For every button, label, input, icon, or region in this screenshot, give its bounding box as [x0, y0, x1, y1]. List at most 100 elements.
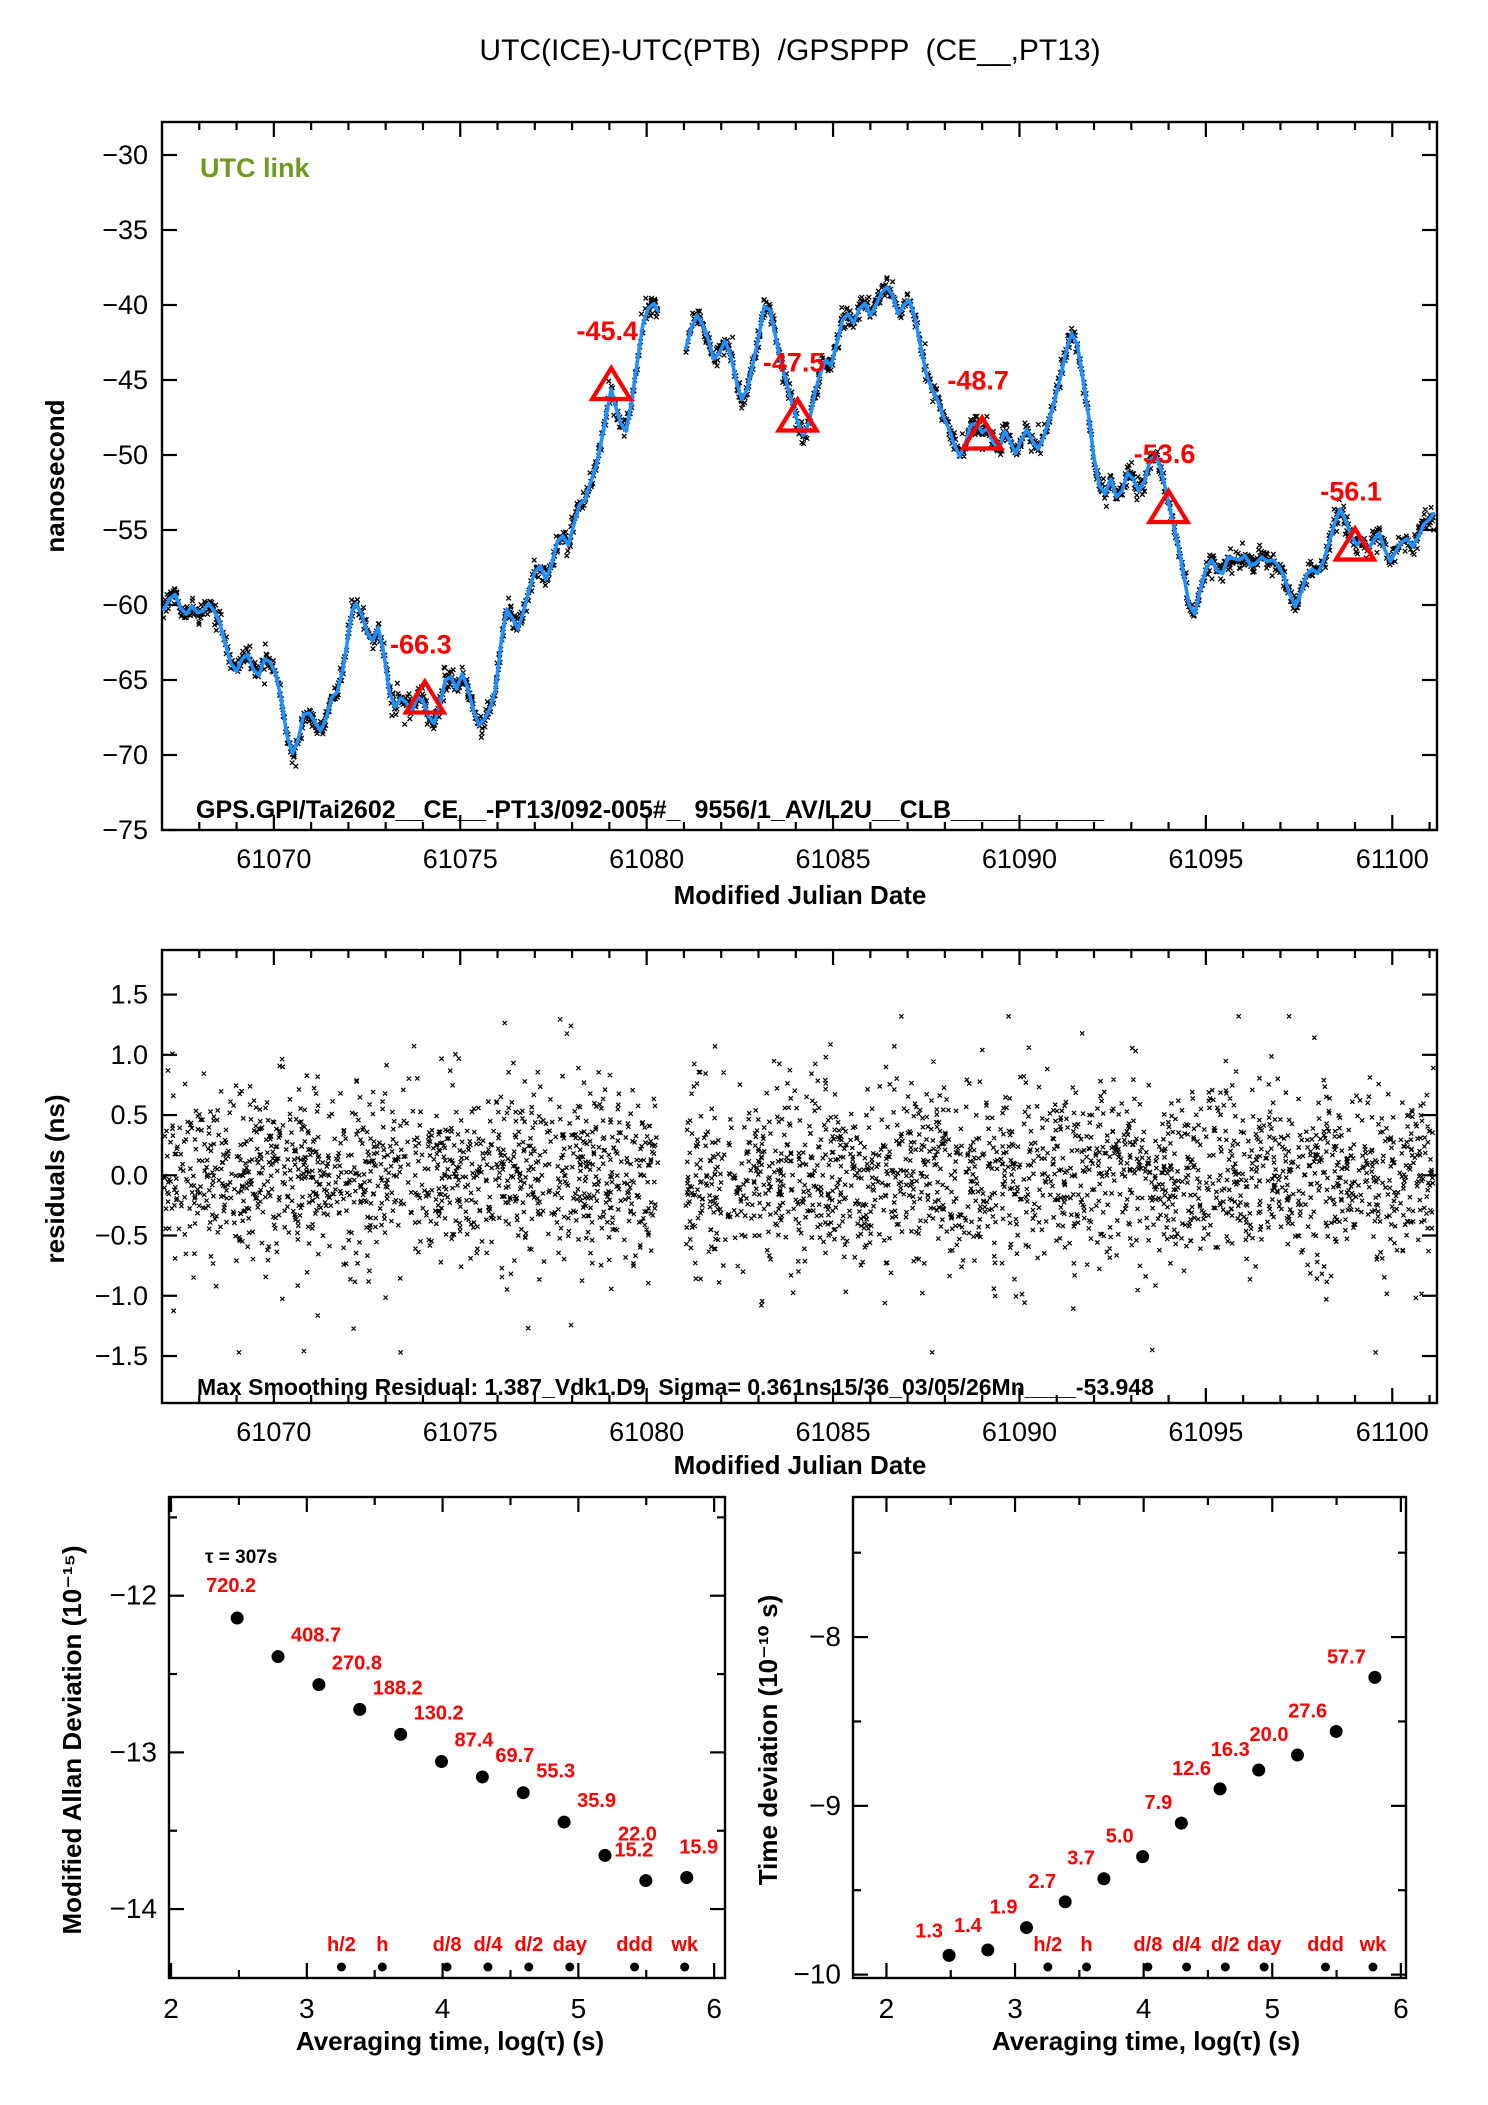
triangle-marker-label: -47.5 — [763, 348, 825, 378]
mdev-point — [598, 1848, 612, 1862]
tdev-point-label: 7.9 — [1145, 1792, 1173, 1814]
mdev-point — [475, 1770, 489, 1784]
top-panel: 61070 61075 61080 61085 61090 61095 61100 −30 −3… — [102, 120, 1439, 874]
mdev-point-label: 188.2 — [373, 1677, 423, 1699]
mdev-point — [353, 1702, 367, 1716]
x-tick-label: 3 — [299, 1993, 315, 2024]
top-x-axis-label: Modified Julian Date — [673, 880, 927, 910]
mdev-point — [230, 1611, 244, 1625]
x-tick-label: 4 — [435, 1993, 451, 2024]
y-tick-label: −9 — [809, 1790, 841, 1821]
plot-box — [160, 120, 1439, 832]
tdev-x-axis-label: Averaging time, log(τ) (s) — [991, 2026, 1301, 2056]
residuals-y-axis-label: residuals (ns) — [40, 1094, 70, 1264]
y-tick-label: −70 — [102, 740, 148, 770]
mdev-point-label: 15.2 — [614, 1840, 653, 1862]
time-unit-dot — [1320, 1962, 1330, 1972]
time-unit-dot — [630, 1962, 640, 1972]
y-tick-label: −75 — [102, 815, 148, 845]
triangle-marker — [774, 395, 821, 433]
y-tick-label: 1.0 — [110, 1040, 148, 1070]
time-unit-dot — [1082, 1962, 1092, 1972]
time-unit-dot — [1143, 1962, 1153, 1972]
time-unit-dot — [524, 1962, 534, 1972]
x-tick-label: 61100 — [1356, 844, 1429, 874]
x-tick-label: 3 — [1007, 1993, 1023, 2024]
y-tick-label: −13 — [110, 1736, 158, 1767]
time-unit-dot — [680, 1962, 690, 1972]
tdev-point-label: 1.4 — [954, 1915, 983, 1937]
y-tick-label: −55 — [102, 515, 148, 545]
tdev-point — [981, 1943, 995, 1957]
y-tick-label: −35 — [102, 215, 148, 245]
mdev-point — [312, 1678, 326, 1692]
tdev-point — [1329, 1724, 1343, 1738]
tdev-point — [1290, 1748, 1304, 1762]
time-unit-label: ddd — [1307, 1934, 1344, 1956]
tdev-point-label: 16.3 — [1211, 1739, 1250, 1761]
x-tick-label: 61070 — [236, 844, 311, 874]
time-unit-label: d/8 — [433, 1934, 462, 1956]
mdev-point-label: 720.2 — [206, 1575, 256, 1597]
mdev-point-label: 130.2 — [414, 1702, 464, 1724]
time-unit-label: day — [553, 1934, 588, 1956]
tdev-point-label: 57.7 — [1327, 1646, 1366, 1668]
tdev-point-label: 12.6 — [1172, 1758, 1211, 1780]
x-tick-label: 61090 — [982, 844, 1057, 874]
residuals-x-axis-label: Modified Julian Date — [673, 1450, 927, 1480]
mdev-point — [435, 1755, 449, 1769]
time-unit-dot — [1043, 1962, 1053, 1972]
mdev-point-label: 35.9 — [577, 1790, 616, 1812]
x-tick-label: 61095 — [1168, 844, 1243, 874]
x-tick-label: 61080 — [609, 1417, 684, 1447]
x-tick-label: 61075 — [423, 844, 498, 874]
y-tick-label: −45 — [102, 365, 148, 395]
x-tick-label: 2 — [879, 1993, 895, 2024]
mdev-point — [557, 1815, 571, 1829]
time-unit-label: d/8 — [1133, 1934, 1162, 1956]
chart-title: UTC(ICE)-UTC(PTB) /GPSPPP (CE__,PT13) — [479, 34, 1101, 67]
y-tick-label: −1.5 — [95, 1341, 148, 1371]
x-tick-label: 61075 — [423, 1417, 498, 1447]
tdev-point-label: 2.7 — [1028, 1871, 1056, 1893]
mdev-point — [639, 1874, 653, 1888]
x-tick-label: 61080 — [609, 844, 684, 874]
tau-annotation: τ = 307s — [205, 1547, 278, 1568]
y-tick-label: −8 — [809, 1621, 841, 1652]
x-tick-label: 4 — [1136, 1993, 1152, 2024]
time-unit-label: wk — [670, 1934, 699, 1956]
time-unit-dot — [442, 1962, 452, 1972]
mdev-point — [271, 1650, 285, 1664]
time-unit-label: h — [1080, 1934, 1092, 1956]
time-unit-label: ddd — [616, 1934, 653, 1956]
y-tick-label: −1.0 — [95, 1281, 148, 1311]
x-tick-label: 61100 — [1356, 1417, 1429, 1447]
triangle-marker — [588, 363, 634, 402]
tdev-point — [1252, 1763, 1266, 1777]
plot-box — [160, 948, 1439, 1405]
tdev-point-label: 5.0 — [1106, 1826, 1134, 1848]
x-tick-label: 6 — [1393, 1993, 1409, 2024]
x-tick-label: 5 — [571, 1993, 587, 2024]
time-unit-dot — [336, 1962, 346, 1972]
time-unit-label: day — [1247, 1934, 1282, 1956]
time-unit-label: d/4 — [473, 1934, 503, 1956]
x-tick-label: 61095 — [1168, 1417, 1243, 1447]
x-tick-label: 5 — [1264, 1993, 1280, 2024]
tdev-point — [1368, 1670, 1382, 1684]
mdev-point-label: 69.7 — [495, 1745, 534, 1767]
triangle-marker-label: -48.7 — [947, 366, 1009, 396]
time-unit-label: wk — [1359, 1934, 1388, 1956]
tdev-y-axis-label: Time deviation (10⁻¹⁰ s) — [753, 1594, 783, 1886]
x-tick-label: 2 — [163, 1993, 179, 2024]
x-tick-label: 6 — [706, 1993, 722, 2024]
plot-box — [851, 1495, 1408, 1980]
tdev-point — [1058, 1895, 1072, 1909]
time-unit-label: h/2 — [327, 1934, 356, 1956]
mdev-point — [516, 1786, 530, 1800]
x-tick-label: 61070 — [236, 1417, 311, 1447]
time-unit-dot — [1220, 1962, 1230, 1972]
mdev-point — [394, 1727, 408, 1741]
